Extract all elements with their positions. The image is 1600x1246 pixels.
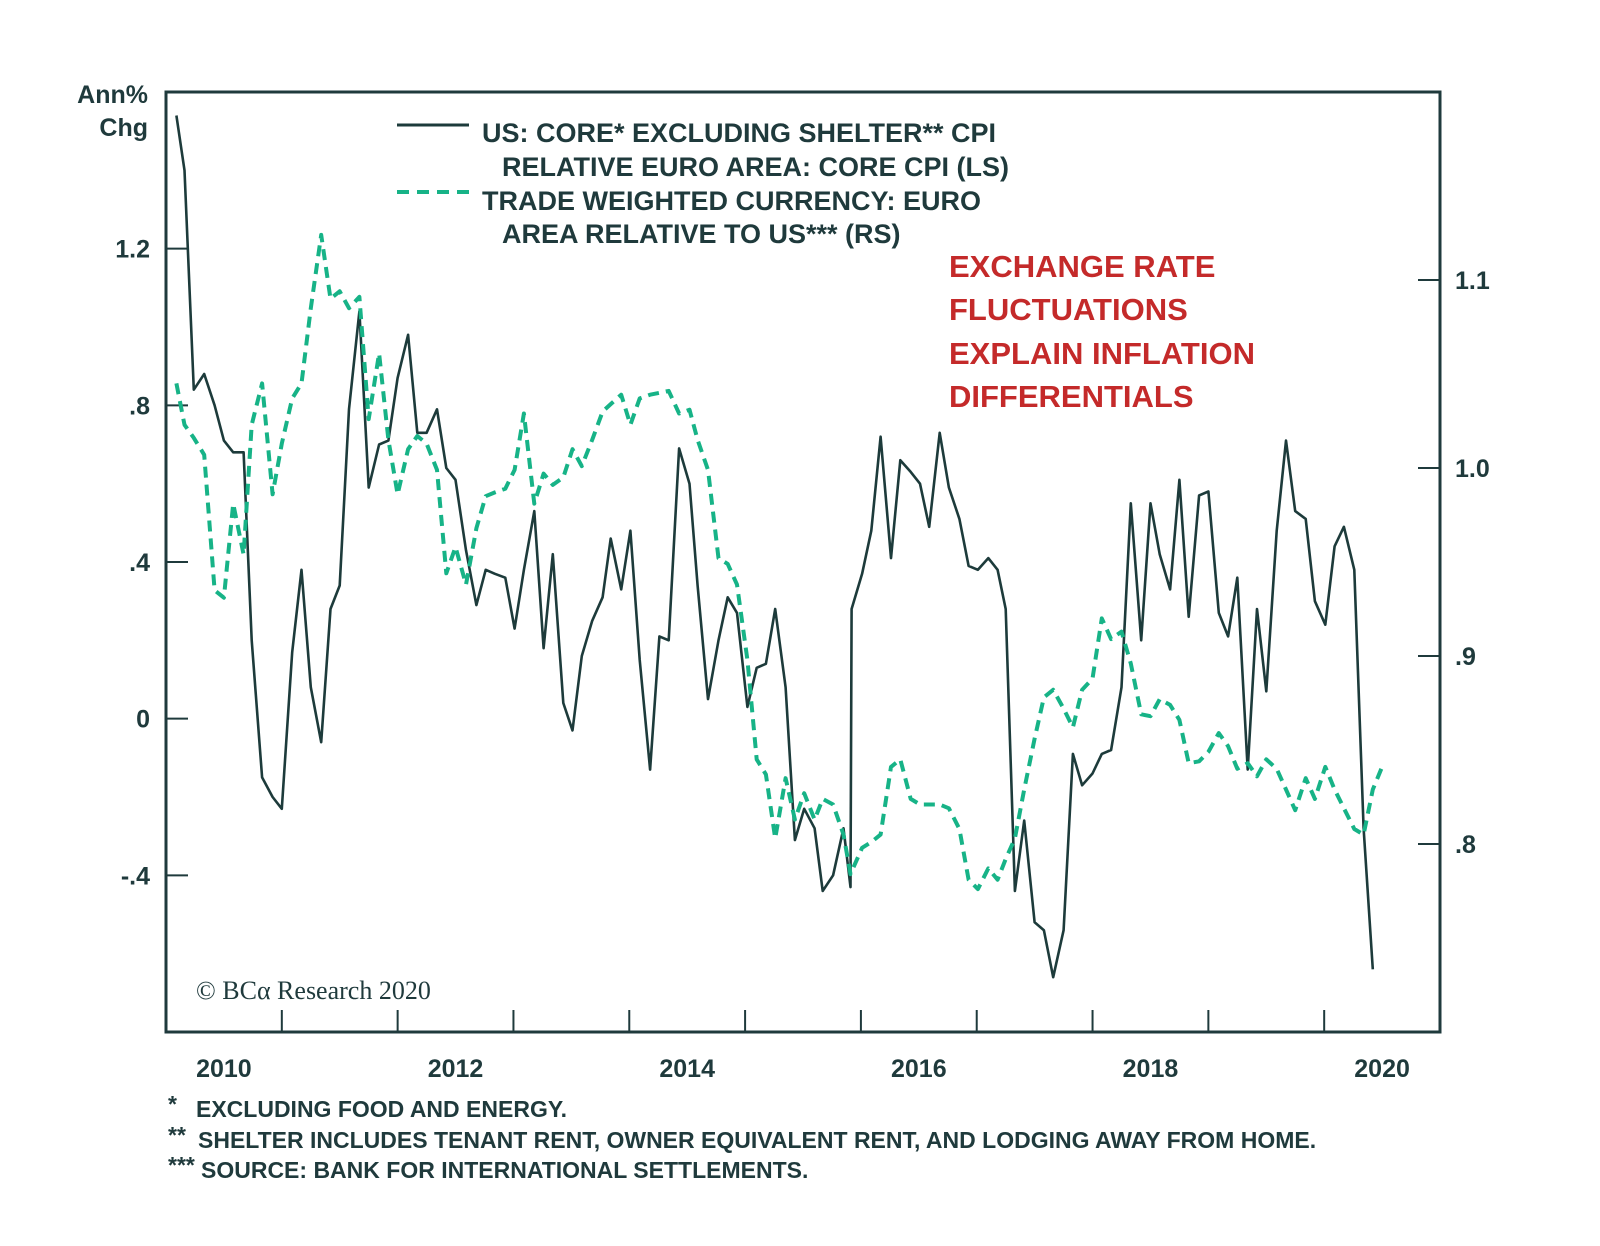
x-tick-label: 2014 <box>659 1055 715 1083</box>
annotation-line-3: EXPLAIN INFLATION <box>949 336 1255 371</box>
footnote-3-text: SOURCE: BANK FOR INTERNATIONAL SETTLEMEN… <box>201 1157 808 1183</box>
legend-series-2-line-1: TRADE WEIGHTED CURRENCY: EURO <box>482 186 981 216</box>
annotation-line-1: EXCHANGE RATE <box>949 249 1215 284</box>
x-tick-label: 2018 <box>1123 1055 1179 1083</box>
annotation-line-4: DIFFERENTIALS <box>949 379 1194 414</box>
left-tick-label: .8 <box>129 392 150 420</box>
left-axis-label-line-1: Ann% <box>77 81 148 109</box>
footnotes: * EXCLUDING FOOD AND ENERGY. ** SHELTER … <box>168 1091 1316 1183</box>
series-lines <box>174 115 1384 979</box>
left-tick-label: -.4 <box>121 862 150 890</box>
series-core-cpi-differential-line <box>175 115 1375 979</box>
annotation: EXCHANGE RATE FLUCTUATIONS EXPLAIN INFLA… <box>949 249 1255 414</box>
legend-series-1-line-1: US: CORE* EXCLUDING SHELTER** CPI <box>482 118 996 148</box>
left-axis-label-line-2: Chg <box>99 114 148 142</box>
axis-ticks: 1.2 .8 .4 0 -.4 1.1 1.0 .9 .8 2010 2012 2014 2016 201… <box>115 236 1490 1083</box>
right-tick-label: .8 <box>1455 831 1476 859</box>
left-tick-label: 0 <box>136 706 150 734</box>
annotation-line-2: FLUCTUATIONS <box>949 292 1188 327</box>
right-tick-label: 1.0 <box>1455 455 1490 483</box>
footnote-3-mark: *** <box>168 1152 195 1178</box>
footnote-2-mark: ** <box>168 1122 186 1148</box>
left-tick-label: .4 <box>129 549 150 577</box>
footnote-1-mark: * <box>168 1091 177 1117</box>
left-tick-label: 1.2 <box>115 236 150 264</box>
x-tick-label: 2010 <box>196 1055 252 1083</box>
x-tick-label: 2020 <box>1354 1055 1410 1083</box>
legend-series-2-line-2: AREA RELATIVE TO US*** (RS) <box>502 219 901 249</box>
footnote-1-text: EXCLUDING FOOD AND ENERGY. <box>196 1096 567 1122</box>
series-euro-trade-weighted-currency-line <box>174 232 1384 892</box>
x-tick-label: 2012 <box>428 1055 484 1083</box>
right-tick-label: .9 <box>1455 643 1476 671</box>
legend-series-1-line-2: RELATIVE EURO AREA: CORE CPI (LS) <box>502 152 1009 182</box>
legend: US: CORE* EXCLUDING SHELTER** CPI RELATI… <box>397 118 1009 249</box>
x-tick-label: 2016 <box>891 1055 947 1083</box>
copyright: © BCα Research 2020 <box>196 976 431 1005</box>
footnote-2-text: SHELTER INCLUDES TENANT RENT, OWNER EQUI… <box>198 1127 1316 1153</box>
right-tick-label: 1.1 <box>1455 267 1490 295</box>
